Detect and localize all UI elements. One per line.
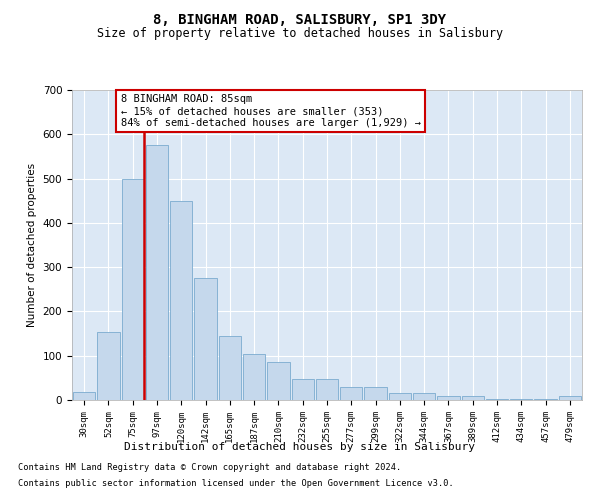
Bar xyxy=(218,336,241,400)
Bar xyxy=(389,394,411,400)
Bar xyxy=(97,332,119,400)
Bar xyxy=(461,396,484,400)
Bar xyxy=(122,178,144,400)
Bar xyxy=(535,399,557,400)
Text: 8, BINGHAM ROAD, SALISBURY, SP1 3DY: 8, BINGHAM ROAD, SALISBURY, SP1 3DY xyxy=(154,12,446,26)
Bar xyxy=(146,146,168,400)
Text: Distribution of detached houses by size in Salisbury: Distribution of detached houses by size … xyxy=(125,442,476,452)
Text: Contains public sector information licensed under the Open Government Licence v3: Contains public sector information licen… xyxy=(18,478,454,488)
Bar xyxy=(486,399,508,400)
Text: 8 BINGHAM ROAD: 85sqm
← 15% of detached houses are smaller (353)
84% of semi-det: 8 BINGHAM ROAD: 85sqm ← 15% of detached … xyxy=(121,94,421,128)
Y-axis label: Number of detached properties: Number of detached properties xyxy=(27,163,37,327)
Bar xyxy=(292,378,314,400)
Bar xyxy=(340,386,362,400)
Bar xyxy=(364,386,387,400)
Text: Size of property relative to detached houses in Salisbury: Size of property relative to detached ho… xyxy=(97,28,503,40)
Bar xyxy=(267,362,290,400)
Bar xyxy=(510,399,532,400)
Bar xyxy=(73,392,95,400)
Bar xyxy=(194,278,217,400)
Text: Contains HM Land Registry data © Crown copyright and database right 2024.: Contains HM Land Registry data © Crown c… xyxy=(18,464,401,472)
Bar xyxy=(243,354,265,400)
Bar xyxy=(559,396,581,400)
Bar xyxy=(170,200,193,400)
Bar xyxy=(413,394,436,400)
Bar xyxy=(316,378,338,400)
Bar xyxy=(437,396,460,400)
